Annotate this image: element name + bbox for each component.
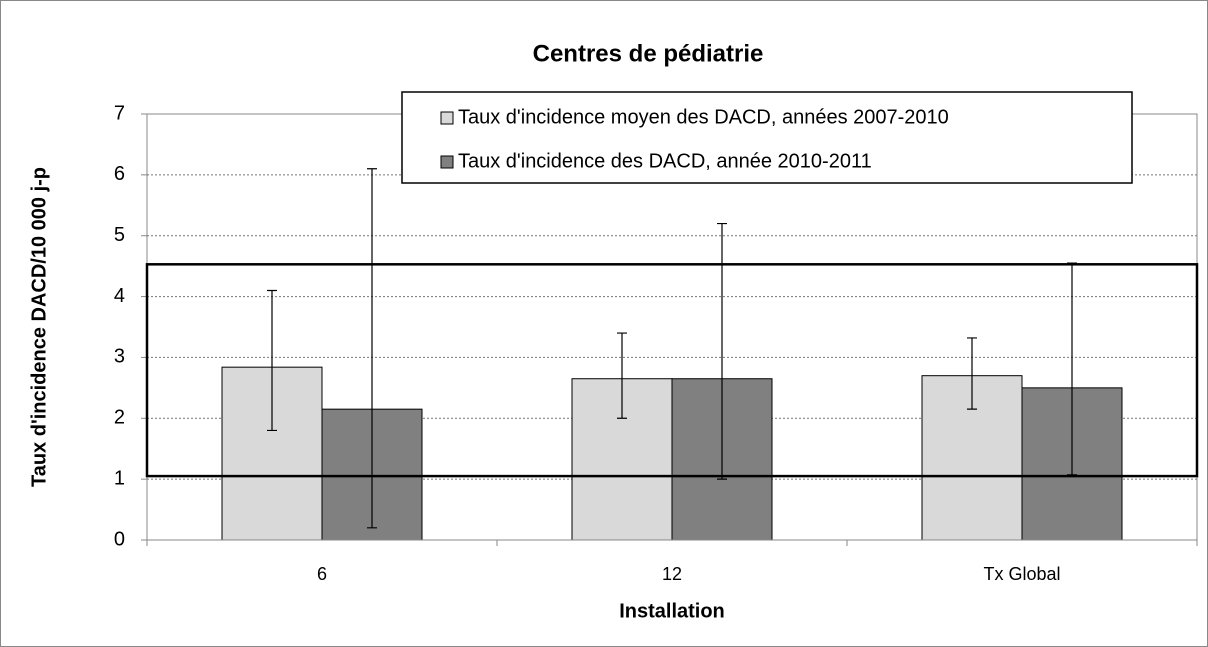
legend-box — [401, 91, 1133, 184]
x-tick-label: 6 — [317, 564, 327, 584]
y-tick-label: 1 — [114, 467, 125, 489]
y-tick-label: 3 — [114, 346, 125, 368]
y-tick-label: 5 — [114, 224, 125, 246]
legend-swatch — [440, 155, 454, 169]
y-tick-label: 0 — [114, 528, 125, 550]
error-bar — [617, 332, 627, 419]
legend-label: Taux d'incidence moyen des DACD, années … — [458, 106, 949, 128]
x-tick-label: 12 — [662, 564, 682, 584]
y-axis-label: Taux d'incidence DACD/10 000 j-p — [28, 167, 50, 487]
y-tick-label: 7 — [114, 102, 125, 124]
y-tick-label: 6 — [114, 163, 125, 185]
error-bar — [717, 222, 727, 480]
error-bar — [267, 289, 277, 432]
legend-swatch — [440, 111, 454, 125]
x-axis-label: Installation — [619, 600, 725, 622]
y-tick-label: 4 — [114, 285, 125, 307]
legend-label: Taux d'incidence des DACD, année 2010-20… — [458, 150, 872, 172]
error-bar — [967, 337, 977, 410]
error-bar — [367, 168, 377, 529]
y-tick-label: 2 — [114, 407, 125, 429]
chart-title: Centres de pédiatrie — [533, 40, 764, 67]
x-tick-label: Tx Global — [983, 564, 1060, 584]
reference-band — [145, 263, 1199, 478]
